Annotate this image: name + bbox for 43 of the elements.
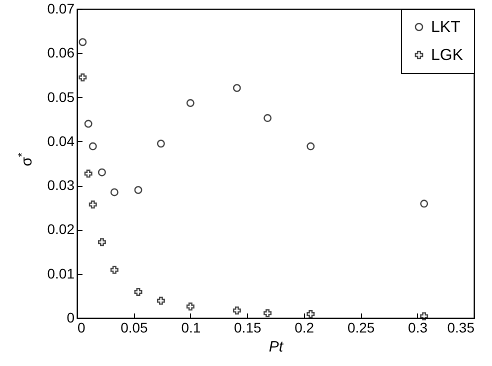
- point: [232, 84, 241, 92]
- point: [88, 142, 97, 150]
- point: [306, 310, 315, 318]
- y-tick-label: 0.02: [47, 221, 75, 238]
- point: [264, 114, 272, 122]
- point: [134, 288, 142, 296]
- point: [186, 99, 194, 108]
- x-tick-label: 0.05: [120, 320, 148, 336]
- point: [156, 296, 165, 305]
- y-tick-label: 0.06: [47, 44, 75, 61]
- point: [78, 73, 87, 82]
- y-tick-label: 0.01: [47, 265, 75, 282]
- point: [264, 309, 272, 318]
- point: [98, 168, 106, 176]
- x-tick-label: 0.25: [347, 320, 375, 336]
- x-tick-label: 0: [78, 320, 86, 336]
- point: [84, 170, 92, 178]
- point: [306, 142, 315, 150]
- point: [156, 140, 165, 148]
- x-tick-label: 0.1: [181, 320, 201, 336]
- point: [420, 312, 428, 320]
- point: [98, 238, 106, 246]
- y-tick-label: 0.03: [47, 177, 75, 194]
- x-axis-title: Pt: [268, 338, 284, 356]
- x-tick-label: 0.35: [447, 320, 475, 336]
- x-tick-label: 0.2: [294, 320, 314, 336]
- point: [84, 120, 92, 128]
- point: [134, 186, 142, 194]
- x-tick-label: 0.15: [234, 320, 262, 336]
- point: [232, 306, 241, 314]
- point: [186, 302, 194, 311]
- point: [110, 266, 118, 274]
- y-tick-label: 0.07: [47, 0, 75, 16]
- legend-label: LGK: [431, 47, 464, 64]
- legend-label: LKT: [431, 19, 461, 36]
- y-tick-label: 0: [66, 310, 75, 326]
- point: [78, 38, 87, 46]
- point: [88, 200, 97, 209]
- x-tick-label: 0.3: [408, 320, 428, 336]
- point: [420, 200, 428, 208]
- point: [110, 188, 118, 196]
- y-tick-label: 0.05: [47, 88, 75, 105]
- y-tick-label: 0.04: [47, 132, 75, 149]
